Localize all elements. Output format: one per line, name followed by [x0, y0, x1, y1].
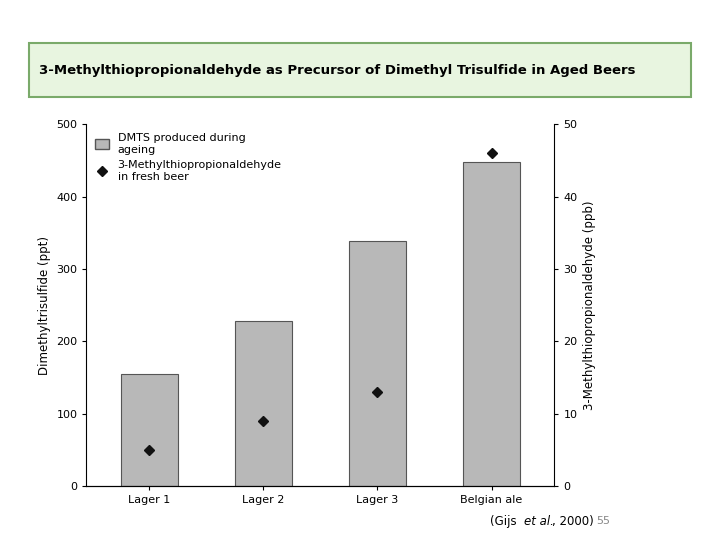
- Bar: [349, 241, 406, 486]
- Legend: DMTS produced during
ageing, 3-Methylthiopropionaldehyde
in fresh beer: DMTS produced during ageing, 3-Methylthi…: [92, 130, 285, 185]
- Text: , 2000): , 2000): [552, 515, 593, 528]
- Text: et al.: et al.: [524, 515, 554, 528]
- Text: 3-Methylthiopropionaldehyde as Precursor of Dimethyl Trisulfide in Aged Beers: 3-Methylthiopropionaldehyde as Precursor…: [39, 64, 635, 77]
- Bar: [463, 162, 520, 486]
- Y-axis label: Dimethyltrisulfide (ppt): Dimethyltrisulfide (ppt): [37, 235, 50, 375]
- Text: 55: 55: [596, 516, 610, 526]
- Bar: [235, 321, 292, 486]
- Text: (Gijs: (Gijs: [490, 515, 520, 528]
- Bar: [121, 374, 178, 486]
- FancyBboxPatch shape: [29, 43, 691, 97]
- Y-axis label: 3-Methylthiopropionaldehyde (ppb): 3-Methylthiopropionaldehyde (ppb): [583, 200, 596, 410]
